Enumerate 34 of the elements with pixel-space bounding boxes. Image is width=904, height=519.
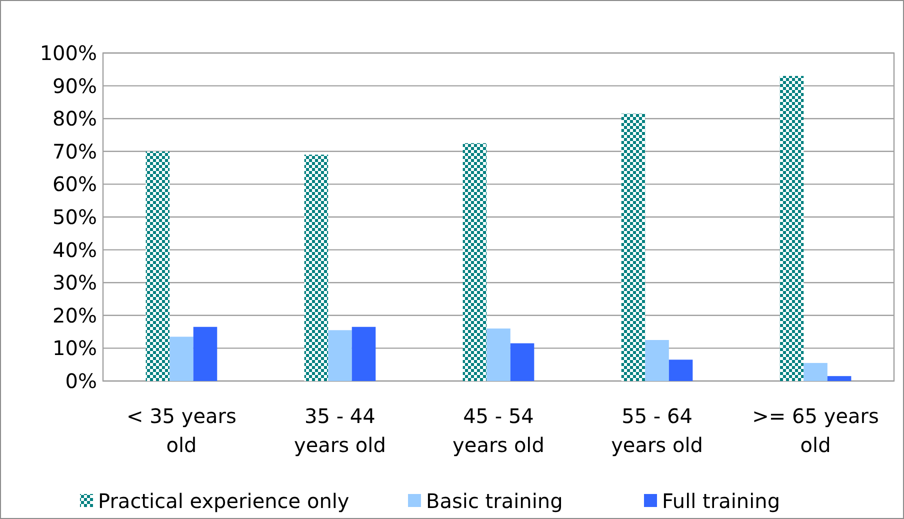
bar [304, 154, 328, 381]
bar [146, 151, 170, 381]
bar [645, 340, 669, 381]
bar [328, 330, 352, 381]
y-tick-label: 10% [52, 336, 97, 360]
legend-label: Basic training [426, 489, 563, 513]
bar [827, 376, 852, 381]
bar [621, 114, 646, 381]
legend-label: Practical experience only [98, 489, 350, 513]
y-tick-label: 70% [52, 139, 97, 164]
y-tick-label: 80% [52, 106, 97, 131]
bar [804, 362, 828, 381]
bar [170, 336, 194, 381]
legend-label: Full training [662, 489, 780, 513]
bar [510, 343, 534, 381]
x-tick-label: < 35 years old [126, 404, 236, 457]
y-tick-label: 0% [65, 369, 97, 393]
y-tick-label: 30% [52, 270, 97, 295]
bar [462, 143, 487, 381]
y-tick-label: 100% [40, 41, 97, 65]
bar [668, 360, 693, 381]
bar [352, 326, 376, 381]
y-tick-label: 90% [52, 74, 97, 98]
x-tick-label: >= 65 years old [752, 404, 879, 457]
x-tick-label: 55 - 64 years old [611, 404, 703, 457]
bar [486, 328, 510, 381]
y-tick-label: 60% [52, 172, 97, 196]
x-tick-label: 35 - 44 years old [294, 404, 386, 457]
y-tick-label: 40% [52, 238, 97, 262]
x-tick-label: 45 - 54 years old [452, 404, 544, 457]
bar [193, 326, 218, 381]
y-tick-label: 20% [52, 303, 97, 328]
bar [780, 76, 804, 381]
y-tick-label: 50% [52, 205, 97, 229]
